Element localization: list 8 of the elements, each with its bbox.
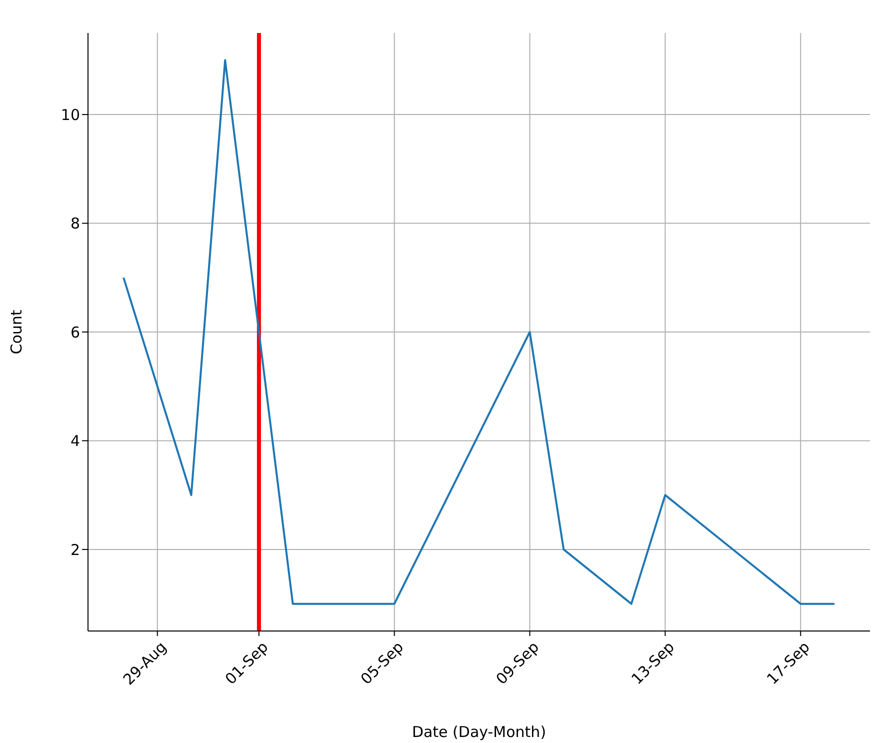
line-series xyxy=(122,59,836,605)
x-axis-title: Date (Day-Month) xyxy=(412,723,546,741)
y-tick-label: 10 xyxy=(60,106,80,124)
y-tick-label: 2 xyxy=(70,540,80,559)
y-tick-label: 8 xyxy=(70,214,80,233)
y-axis-title: Count xyxy=(7,310,26,354)
y-tick-label: 4 xyxy=(70,432,80,450)
y-tick-label: 6 xyxy=(70,323,80,342)
